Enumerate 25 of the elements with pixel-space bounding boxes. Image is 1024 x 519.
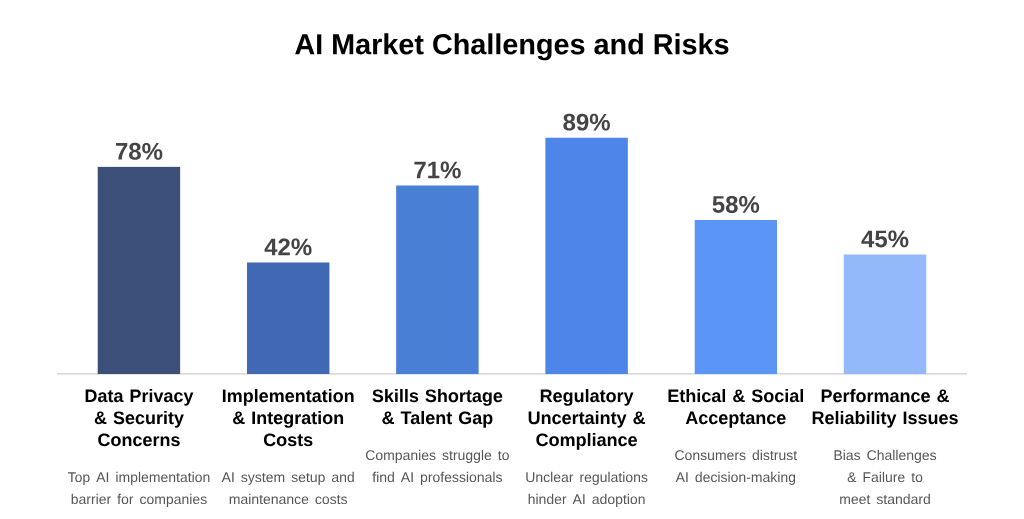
bar bbox=[694, 219, 778, 374]
x-tick-label: Regulatory Uncertainty & Compliance bbox=[528, 388, 646, 450]
text: Companies struggle to find AI professionals bbox=[365, 449, 509, 485]
data-label: 89% bbox=[563, 113, 610, 131]
data-label: 45% bbox=[861, 230, 909, 248]
x-tick-label: Performance & Reliability Issues bbox=[812, 388, 958, 428]
x-tick-label: Implementation & Integration Costs bbox=[222, 388, 354, 447]
x-tick-label: Skills Shortage & Talent Gap bbox=[372, 388, 503, 428]
data-label: 78% bbox=[115, 142, 163, 160]
bar bbox=[97, 166, 181, 374]
bar bbox=[396, 185, 479, 374]
bar bbox=[545, 137, 628, 374]
text: Top AI implementation barrier for companies bbox=[67, 471, 210, 507]
x-tick-label: Ethical & Social Acceptance bbox=[668, 388, 804, 428]
bar bbox=[843, 254, 927, 374]
data-label: 71% bbox=[414, 161, 461, 179]
text: Unclear regulations hinder AI adoption bbox=[526, 471, 648, 507]
text: AI system setup and maintenance costs bbox=[221, 471, 354, 505]
x-tick-label: Data Privacy & Security Concerns bbox=[85, 388, 194, 447]
text: Bias Challenges & Failure to meet standard bbox=[834, 449, 937, 505]
bar bbox=[246, 262, 330, 374]
data-label: 58% bbox=[712, 195, 760, 213]
chart-title: AI Market Challenges and Risks bbox=[295, 33, 729, 61]
data-label: 42% bbox=[264, 238, 312, 256]
text: Consumers distrust AI decision-making bbox=[675, 449, 798, 485]
